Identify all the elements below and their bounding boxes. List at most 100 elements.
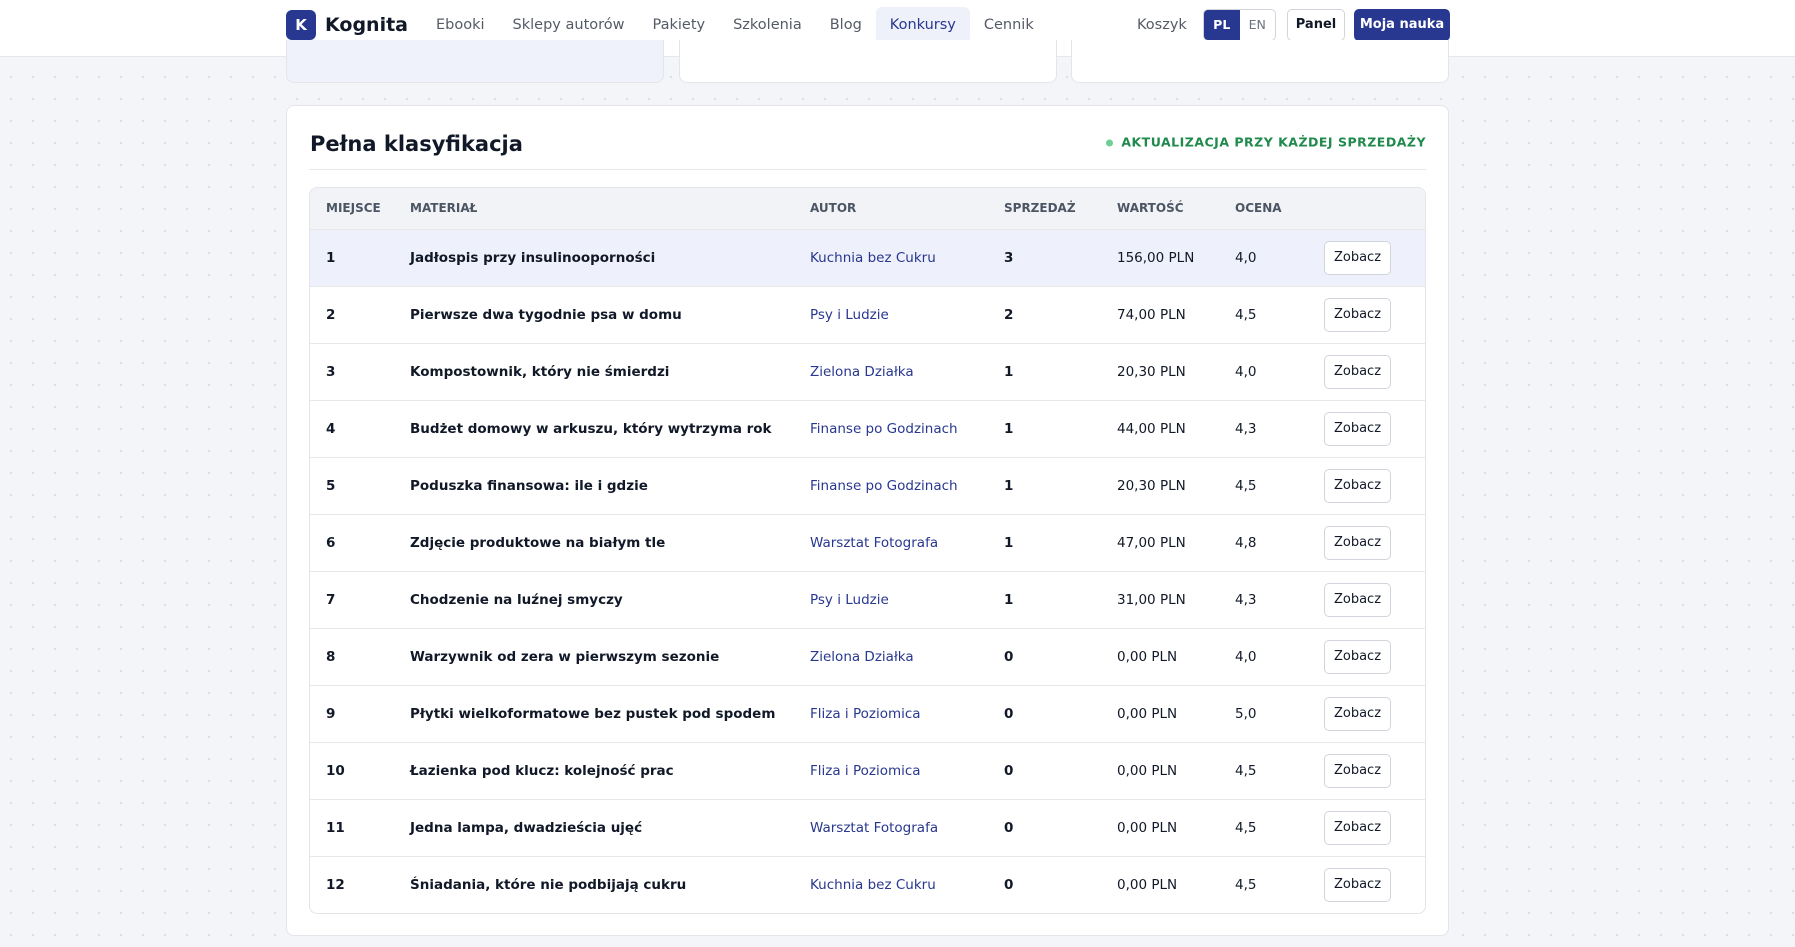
view-button[interactable]: Zobacz <box>1324 696 1391 731</box>
table-row: 1 Jadłospis przy insulinooporności Kuchnia… <box>310 228 1425 286</box>
action-cell: Zobacz <box>1320 399 1425 457</box>
nav-link[interactable]: Konkursy <box>875 7 970 43</box>
author[interactable]: Warsztat Fotografa <box>810 798 1004 856</box>
view-button[interactable]: Zobacz <box>1324 297 1391 332</box>
material[interactable]: Budżet domowy w arkuszu, który wytrzyma … <box>410 399 810 457</box>
view-button[interactable]: Zobacz <box>1324 525 1391 560</box>
cta-button[interactable]: Moja nauka <box>1354 9 1450 41</box>
author[interactable]: Fliza i Poziomica <box>810 684 1004 742</box>
value: 47,00 PLN <box>1117 513 1235 571</box>
rank: 5 <box>310 456 410 514</box>
table-row: 2 Pierwsze dwa tygodnie psa w domu Psy i L… <box>310 285 1425 343</box>
column-header <box>1320 188 1425 229</box>
sales: 0 <box>1004 627 1117 685</box>
author[interactable]: Zielona Działka <box>810 342 1004 400</box>
value: 0,00 PLN <box>1117 855 1235 913</box>
summary-card <box>1071 40 1449 83</box>
language-switch: PL EN <box>1203 9 1276 41</box>
view-button[interactable]: Zobacz <box>1324 639 1391 674</box>
view-button[interactable]: Zobacz <box>1324 411 1391 446</box>
cart-link[interactable]: Koszyk <box>1137 17 1187 33</box>
sales: 1 <box>1004 342 1117 400</box>
author[interactable]: Finanse po Godzinach <box>810 399 1004 457</box>
author[interactable]: Psy i Ludzie <box>810 285 1004 343</box>
nav-link[interactable]: Szkolenia <box>733 17 802 33</box>
ranking-card: Pełna klasyfikacja AKTUALIZACJA PRZY KAŻ… <box>286 105 1449 936</box>
rank: 7 <box>310 570 410 628</box>
nav-link[interactable]: Sklepy autorów <box>512 17 625 33</box>
author[interactable]: Finanse po Godzinach <box>810 456 1004 514</box>
material[interactable]: Zdjęcie produktowe na białym tle <box>410 513 810 571</box>
author[interactable]: Psy i Ludzie <box>810 570 1004 628</box>
nav-link[interactable]: Blog <box>829 17 862 33</box>
view-button[interactable]: Zobacz <box>1324 354 1391 389</box>
material[interactable]: Poduszka finansowa: ile i gdzie <box>410 456 810 514</box>
rating: 4,3 <box>1235 399 1320 457</box>
value: 44,00 PLN <box>1117 399 1235 457</box>
action-cell: Zobacz <box>1320 456 1425 514</box>
material[interactable]: Śniadania, które nie podbijają cukru <box>410 855 810 913</box>
material[interactable]: Płytki wielkoformatowe bez pustek pod sp… <box>410 684 810 742</box>
view-button[interactable]: Zobacz <box>1324 582 1391 617</box>
table-wrapper: MIEJSCE MATERIAŁ AUTOR SPRZEDAŻ WARTOŚĆ OCENA… <box>309 187 1426 914</box>
rank: 1 <box>310 228 410 286</box>
author[interactable]: Zielona Działka <box>810 627 1004 685</box>
material[interactable]: Pierwsze dwa tygodnie psa w domu <box>410 285 810 343</box>
material[interactable]: Chodzenie na luźnej smyczy <box>410 570 810 628</box>
summary-card <box>679 40 1057 83</box>
sales: 0 <box>1004 741 1117 799</box>
sales: 0 <box>1004 798 1117 856</box>
rating: 4,0 <box>1235 627 1320 685</box>
view-button[interactable]: Zobacz <box>1324 468 1391 503</box>
nav-link[interactable]: Ebooki <box>436 17 485 33</box>
view-button[interactable]: Zobacz <box>1324 867 1391 902</box>
logo[interactable]: K <box>286 10 316 40</box>
material[interactable]: Warzywnik od zera w pierwszym sezonie <box>410 627 810 685</box>
material[interactable]: Łazienka pod klucz: kolejność prac <box>410 741 810 799</box>
value: 156,00 PLN <box>1117 228 1235 286</box>
table-row: 6 Zdjęcie produktowe na białym tle Warszta… <box>310 513 1425 571</box>
table-row: 5 Poduszka finansowa: ile i gdzie Finanse … <box>310 456 1425 514</box>
rating: 4,5 <box>1235 285 1320 343</box>
view-button[interactable]: Zobacz <box>1324 240 1391 275</box>
value: 0,00 PLN <box>1117 798 1235 856</box>
panel-button[interactable]: Panel <box>1287 9 1345 41</box>
rating: 4,5 <box>1235 456 1320 514</box>
table-row: 10 Łazienka pod klucz: kolejność prac Fliz… <box>310 741 1425 799</box>
value: 74,00 PLN <box>1117 285 1235 343</box>
rating: 4,5 <box>1235 855 1320 913</box>
section-title: Pełna klasyfikacja <box>310 132 523 156</box>
rating: 4,5 <box>1235 741 1320 799</box>
language-option[interactable]: EN <box>1248 17 1266 32</box>
material[interactable]: Kompostownik, który nie śmierdzi <box>410 342 810 400</box>
sales: 2 <box>1004 285 1117 343</box>
action-cell: Zobacz <box>1320 798 1425 856</box>
view-button[interactable]: Zobacz <box>1324 810 1391 845</box>
author[interactable]: Kuchnia bez Cukru <box>810 228 1004 286</box>
sales: 0 <box>1004 855 1117 913</box>
action-cell: Zobacz <box>1320 342 1425 400</box>
rank: 10 <box>310 741 410 799</box>
summary-card <box>286 40 664 83</box>
action-cell: Zobacz <box>1320 228 1425 286</box>
rating: 4,8 <box>1235 513 1320 571</box>
sales: 3 <box>1004 228 1117 286</box>
material[interactable]: Jedna lampa, dwadzieścia ujęć <box>410 798 810 856</box>
author[interactable]: Warsztat Fotografa <box>810 513 1004 571</box>
author[interactable]: Kuchnia bez Cukru <box>810 855 1004 913</box>
material[interactable]: Jadłospis przy insulinooporności <box>410 228 810 286</box>
rating: 4,0 <box>1235 228 1320 286</box>
brand[interactable]: Kognita <box>325 14 408 36</box>
value: 0,00 PLN <box>1117 684 1235 742</box>
nav-link[interactable]: Pakiety <box>652 17 706 33</box>
rank: 3 <box>310 342 410 400</box>
view-button[interactable]: Zobacz <box>1324 753 1391 788</box>
table-row: 9 Płytki wielkoformatowe bez pustek pod s… <box>310 684 1425 742</box>
sales: 1 <box>1004 570 1117 628</box>
language-option[interactable]: PL <box>1204 10 1240 40</box>
author[interactable]: Fliza i Poziomica <box>810 741 1004 799</box>
table-row: 8 Warzywnik od zera w pierwszym sezonie Zi… <box>310 627 1425 685</box>
sales: 1 <box>1004 399 1117 457</box>
nav-link[interactable]: Cennik <box>983 17 1034 33</box>
